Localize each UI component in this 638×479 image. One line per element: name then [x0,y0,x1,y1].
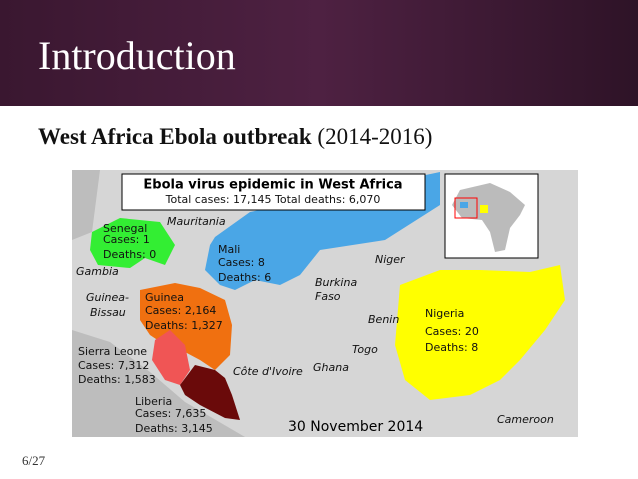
country-label: Gambia [76,265,119,278]
sea [72,330,245,437]
cases: Cases: 7,635 [135,407,206,420]
country-label: Niger [375,253,406,266]
cases: Cases: 2,164 [145,304,216,317]
inset-frame [454,197,478,219]
inset-nigeria [480,205,488,213]
page-number: 6/27 [22,453,46,468]
country-label: Guinea [145,291,184,304]
senegal [90,218,175,268]
subtitle-bold: West Africa Ebola outbreak [38,124,312,149]
subtitle-rest: (2014-2016) [317,124,432,149]
country-label: Cameroon [497,413,554,426]
inset-mali [460,202,468,208]
map-summary: Total cases: 17,145 Total deaths: 6,070 [165,193,381,206]
map-date: 30 November 2014 [288,419,423,435]
country-label: Liberia [135,395,172,408]
map-title-box [121,173,426,211]
cases: Cases: 7,312 [78,359,149,372]
map-title: Ebola virus epidemic in West Africa [143,178,402,193]
country-label: Sierra Leone [78,345,147,358]
deaths: Deaths: 0 [103,248,156,261]
liberia [180,365,240,420]
deaths: Deaths: 1,583 [78,373,156,386]
country-label: Senegal [103,222,147,235]
deaths: Deaths: 3,145 [135,422,213,435]
deaths: Deaths: 6 [218,271,271,284]
cases: Cases: 8 [218,256,265,269]
inset-africa [452,183,525,252]
country-label: Togo [352,343,378,356]
country-label: Mauritania [167,215,226,228]
map: Ebola virus epidemic in West Africa Tota… [72,170,578,437]
country-label: Bissau [90,306,126,319]
slide-title: Introduction [38,33,236,78]
country-label: Nigeria [425,307,464,320]
header-bar [0,0,638,106]
sea [72,170,100,240]
country-label: Guinea- [86,291,129,304]
country-label: Ghana [313,361,349,374]
country-label: Faso [315,290,341,303]
country-label: Mali [218,243,240,256]
cases: Cases: 20 [425,325,479,338]
country-label: Côte d'Ivoire [233,365,303,378]
country-label: Burkina [315,276,357,289]
deaths: Deaths: 1,327 [145,319,223,332]
subtitle: West Africa Ebola outbreak (2014-2016) [38,124,432,149]
sierra-leone [152,330,190,385]
cases: Cases: 1 [103,233,150,246]
deaths: Deaths: 8 [425,341,478,354]
nigeria [395,265,565,400]
country-label: Benin [368,313,399,326]
guinea [140,283,232,370]
